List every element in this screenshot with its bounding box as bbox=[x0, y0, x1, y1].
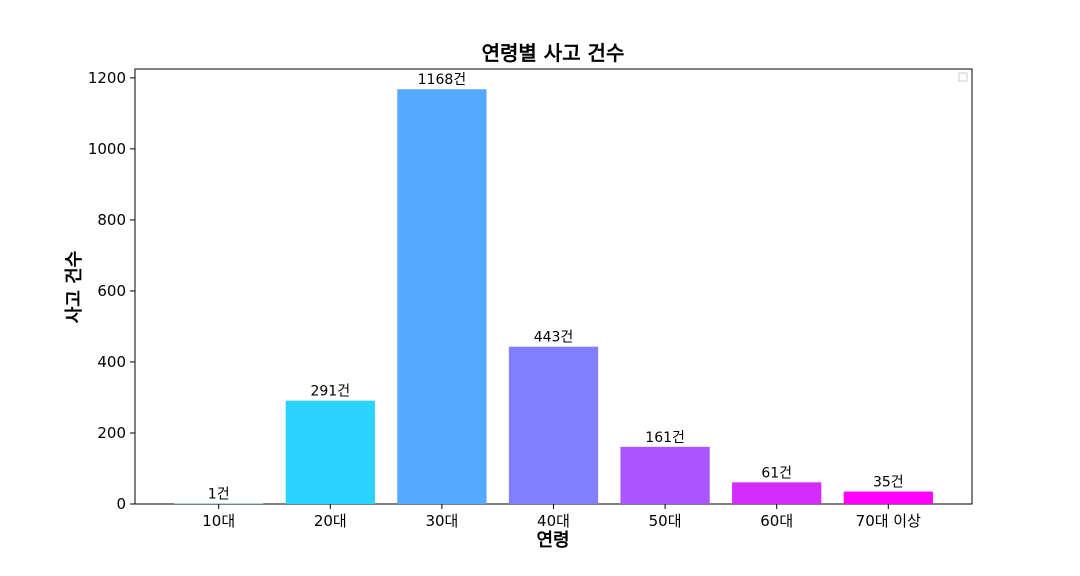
data-label-2: 291건 bbox=[310, 384, 350, 400]
y-tick-label-1: 0 bbox=[116, 495, 126, 513]
data-labels-group: 1건 291건 1168건 443건 161건 61건 35건 bbox=[208, 72, 904, 502]
x-tick-label-1: 10대 bbox=[202, 512, 235, 530]
x-tick-label-7: 70대 이상 bbox=[856, 512, 921, 530]
legend-box bbox=[958, 72, 968, 82]
y-tick-label-6: 1000 bbox=[88, 140, 126, 158]
data-label-3: 1168건 bbox=[418, 72, 467, 88]
bar-2 bbox=[285, 400, 375, 504]
x-tick-label-4: 40대 bbox=[537, 512, 570, 530]
y-tick-label-5: 800 bbox=[97, 211, 126, 229]
data-label-4: 443건 bbox=[534, 330, 574, 346]
x-tick-label-2: 20대 bbox=[314, 512, 347, 530]
bar-3 bbox=[397, 89, 487, 505]
bar-7 bbox=[843, 491, 933, 504]
y-tick-label-3: 400 bbox=[97, 353, 126, 371]
data-label-6: 61건 bbox=[761, 465, 792, 481]
x-tick-label-5: 50대 bbox=[649, 512, 682, 530]
x-tick-label-6: 60대 bbox=[760, 512, 793, 530]
bar-5 bbox=[620, 446, 710, 504]
y-tick-label-7: 1200 bbox=[88, 69, 126, 87]
x-axis-label: 연령 bbox=[536, 530, 569, 551]
bars-group bbox=[174, 89, 933, 505]
x-tick-label-3: 30대 bbox=[425, 512, 458, 530]
y-axis-label: 사고 건수 bbox=[64, 251, 85, 324]
bar-4 bbox=[508, 346, 599, 504]
data-label-1: 1건 bbox=[208, 487, 230, 503]
y-tick-label-4: 600 bbox=[97, 282, 126, 300]
x-axis-ticks: 10대 20대 30대 40대 50대 60대 70대 이상 bbox=[202, 504, 921, 530]
data-label-5: 161건 bbox=[645, 430, 685, 446]
data-label-7: 35건 bbox=[873, 475, 904, 491]
y-axis-ticks: 0 200 400 600 800 1000 1200 bbox=[88, 69, 135, 513]
chart-title: 연령별 사고 건수 bbox=[482, 41, 625, 65]
y-tick-label-2: 200 bbox=[97, 424, 126, 442]
bar-6 bbox=[732, 482, 822, 504]
